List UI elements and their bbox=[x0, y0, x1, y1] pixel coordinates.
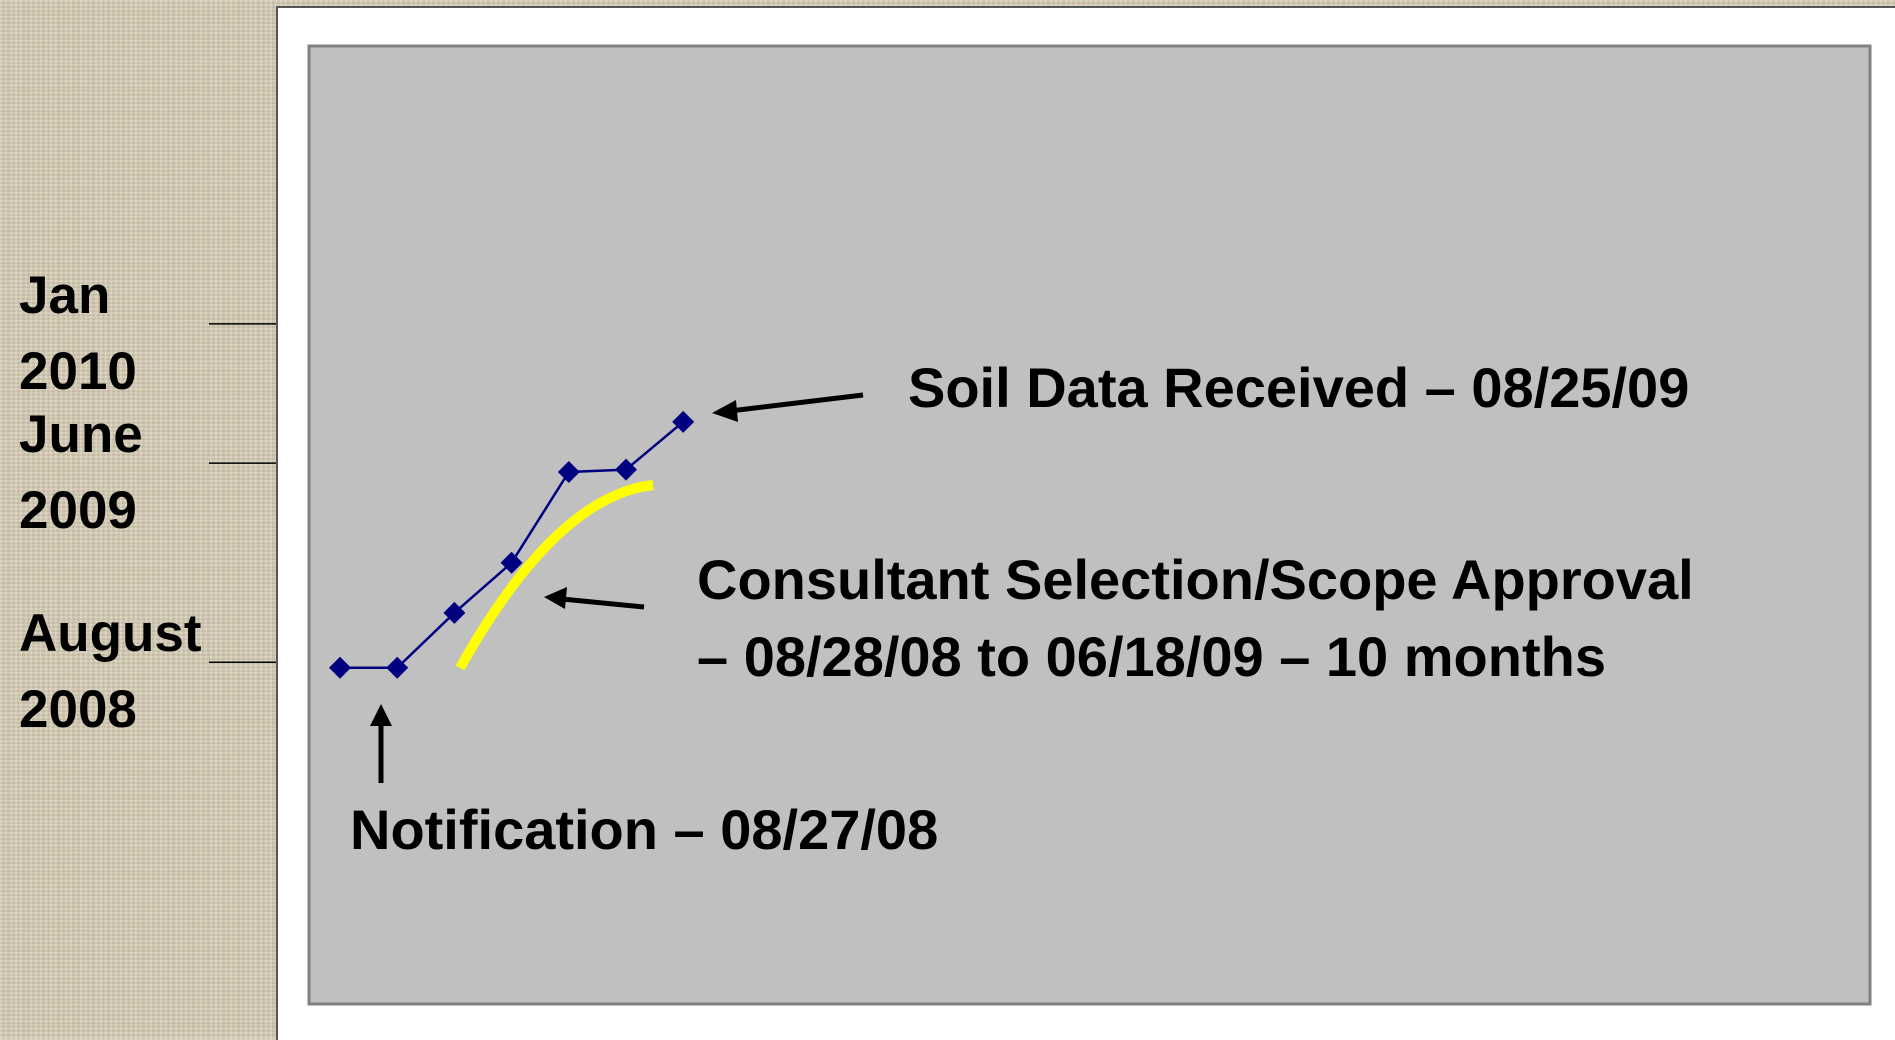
arrow bbox=[561, 596, 645, 610]
data-point bbox=[500, 551, 523, 574]
y-tick-label: Jan 2010 bbox=[19, 265, 137, 401]
highlight-curve bbox=[455, 480, 654, 671]
data-point bbox=[672, 410, 695, 433]
arrow-head bbox=[712, 400, 738, 422]
annotation: – 08/28/08 to 06/18/09 – 10 months bbox=[697, 625, 1606, 688]
data-point bbox=[443, 601, 466, 624]
data-point bbox=[615, 458, 637, 481]
arrow-head bbox=[544, 587, 567, 609]
arrow-head bbox=[370, 704, 392, 726]
annotation: Soil Data Received – 08/25/09 bbox=[908, 356, 1689, 419]
arrows bbox=[370, 392, 864, 783]
annotation: Consultant Selection/Scope Approval bbox=[697, 548, 1694, 611]
arrow bbox=[729, 392, 864, 414]
data-point bbox=[557, 460, 580, 483]
data-point bbox=[386, 656, 409, 679]
data-point bbox=[329, 656, 351, 679]
y-tick-label: June 2009 bbox=[19, 405, 143, 541]
annotation: Notification – 08/27/08 bbox=[350, 798, 938, 861]
y-tick-label: August 2008 bbox=[19, 604, 202, 740]
